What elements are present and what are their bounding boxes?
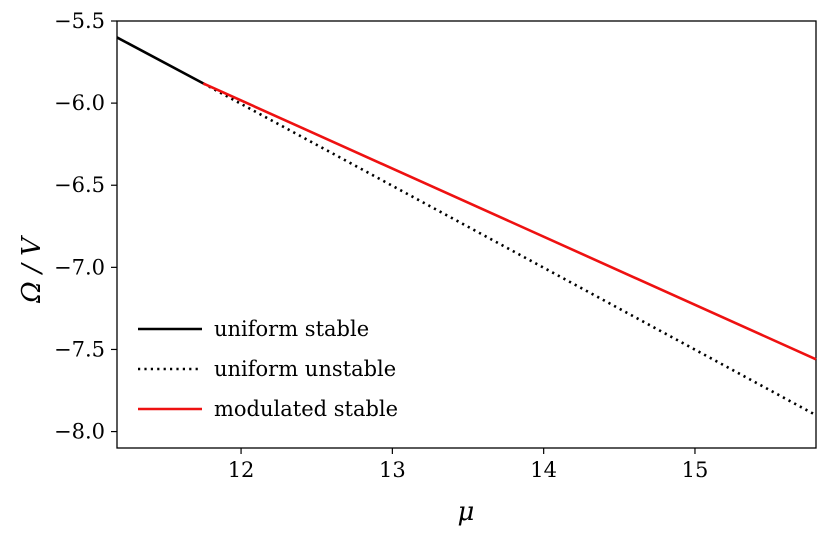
series-line-modulated-stable — [202, 82, 817, 361]
y-tick-label: −6.5 — [54, 173, 105, 197]
x-tick-label: 12 — [228, 458, 255, 482]
x-tick-label: 13 — [379, 458, 406, 482]
y-tick-label: −7.0 — [54, 255, 105, 279]
x-tick-label: 14 — [530, 458, 557, 482]
series-group — [116, 36, 817, 417]
y-tick-label: −8.0 — [54, 420, 105, 444]
x-tick-label: 15 — [682, 458, 709, 482]
y-tick-label: −7.5 — [54, 337, 105, 361]
y-tick-label: −6.0 — [54, 91, 105, 115]
legend-label-modulated-stable: modulated stable — [214, 397, 398, 421]
axes — [116, 20, 817, 449]
x-axis-label: μ — [458, 497, 475, 527]
legend-label-uniform-unstable: uniform unstable — [214, 357, 396, 381]
legend: uniform stable uniform unstable modulated … — [138, 317, 398, 421]
series-line-uniform-stable — [116, 36, 204, 85]
plot-frame — [116, 20, 817, 449]
legend-label-uniform-stable: uniform stable — [214, 317, 369, 341]
ticks: 12 13 14 15 −5.5 −6.0 −6.5 −7.0 −7.5 −8.0 — [54, 9, 708, 482]
y-tick-label: −5.5 — [54, 9, 105, 33]
series-line-uniform-unstable — [202, 82, 817, 417]
y-axis-label: Ω / V — [17, 235, 47, 304]
